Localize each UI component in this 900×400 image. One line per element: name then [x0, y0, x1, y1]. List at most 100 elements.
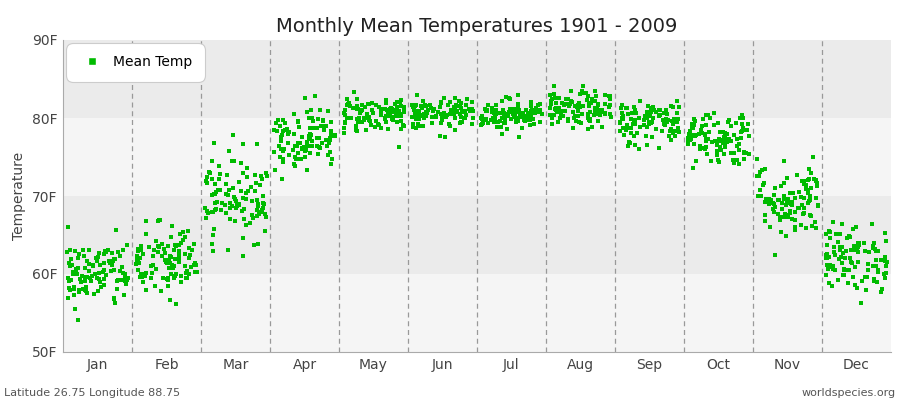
- Point: [799, 225, 814, 231]
- Point: [875, 286, 889, 292]
- Point: [376, 106, 391, 112]
- Point: [460, 96, 474, 102]
- Point: [328, 132, 343, 139]
- Point: [168, 256, 183, 262]
- Point: [394, 103, 409, 109]
- Point: [758, 212, 772, 218]
- Point: [98, 248, 112, 254]
- Point: [165, 262, 179, 268]
- Point: [778, 213, 793, 220]
- Point: [324, 131, 338, 138]
- Point: [79, 274, 94, 280]
- Point: [159, 276, 174, 282]
- Point: [805, 222, 819, 229]
- Point: [141, 244, 156, 250]
- Point: [305, 115, 320, 121]
- Point: [208, 190, 222, 197]
- Point: [405, 114, 419, 120]
- Point: [514, 110, 528, 117]
- Point: [603, 110, 617, 117]
- Point: [475, 113, 490, 119]
- Point: [522, 114, 536, 120]
- Point: [447, 114, 462, 121]
- Point: [346, 89, 361, 95]
- Point: [92, 270, 106, 276]
- Point: [860, 274, 875, 280]
- Point: [253, 182, 267, 188]
- Point: [274, 123, 288, 129]
- Point: [838, 255, 852, 262]
- Point: [78, 265, 93, 271]
- Point: [130, 257, 145, 264]
- Point: [75, 273, 89, 280]
- Point: [445, 107, 459, 114]
- Point: [338, 112, 352, 118]
- Point: [571, 104, 585, 110]
- Point: [414, 103, 428, 109]
- Point: [106, 294, 121, 301]
- Point: [768, 252, 782, 258]
- Point: [274, 134, 288, 140]
- Point: [781, 214, 796, 220]
- Point: [74, 278, 88, 285]
- Point: [833, 247, 848, 254]
- Point: [665, 118, 680, 125]
- Point: [186, 262, 201, 268]
- Point: [406, 104, 420, 110]
- Point: [638, 113, 652, 119]
- Point: [77, 287, 92, 293]
- Point: [76, 286, 91, 292]
- Point: [642, 121, 656, 127]
- Point: [259, 170, 274, 176]
- Point: [662, 133, 676, 139]
- Point: [565, 99, 580, 105]
- Point: [590, 101, 605, 108]
- Point: [97, 282, 112, 288]
- Point: [721, 118, 735, 125]
- Point: [297, 144, 311, 150]
- Point: [222, 187, 237, 193]
- Point: [145, 270, 159, 276]
- Point: [438, 134, 453, 140]
- Point: [717, 133, 732, 140]
- Point: [454, 114, 468, 120]
- Point: [104, 260, 118, 267]
- Point: [583, 115, 598, 122]
- Bar: [63, 274, 891, 352]
- Point: [415, 105, 429, 112]
- Point: [166, 247, 181, 253]
- Point: [583, 108, 598, 115]
- Point: [588, 104, 602, 111]
- Point: [680, 141, 695, 147]
- Point: [593, 110, 608, 117]
- Point: [495, 115, 509, 122]
- Point: [448, 126, 463, 133]
- Point: [288, 163, 302, 170]
- Point: [548, 107, 562, 114]
- Point: [632, 115, 646, 121]
- Point: [782, 209, 796, 216]
- Point: [819, 252, 833, 258]
- Point: [292, 140, 307, 146]
- Point: [590, 105, 604, 112]
- Point: [99, 249, 113, 256]
- Point: [300, 143, 314, 149]
- Point: [388, 108, 402, 114]
- Point: [546, 112, 561, 119]
- Point: [822, 228, 836, 234]
- Point: [613, 119, 627, 126]
- Point: [272, 143, 286, 150]
- Point: [454, 105, 468, 112]
- Point: [575, 90, 590, 96]
- Point: [229, 198, 243, 205]
- Point: [732, 146, 746, 153]
- Point: [167, 272, 182, 279]
- Point: [616, 114, 630, 121]
- Point: [494, 98, 508, 104]
- Point: [803, 197, 817, 204]
- Point: [512, 134, 526, 140]
- Point: [543, 92, 557, 98]
- Point: [158, 257, 172, 264]
- Point: [394, 112, 409, 119]
- Point: [462, 106, 476, 112]
